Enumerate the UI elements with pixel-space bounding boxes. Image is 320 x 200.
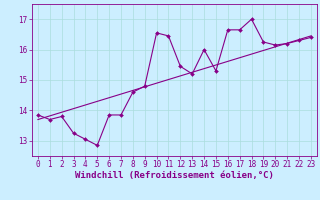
X-axis label: Windchill (Refroidissement éolien,°C): Windchill (Refroidissement éolien,°C) xyxy=(75,171,274,180)
